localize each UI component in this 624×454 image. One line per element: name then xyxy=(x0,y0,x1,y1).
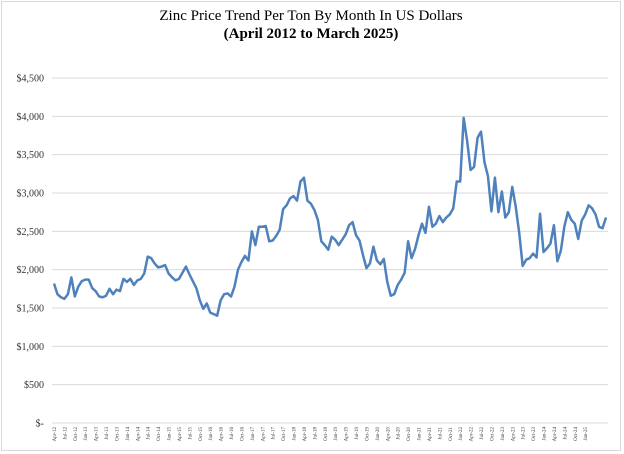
x-tick-label: Jan-16 xyxy=(209,427,214,441)
x-tick-label: Apr-17 xyxy=(261,427,266,442)
y-tick-label: $2,000 xyxy=(17,265,45,276)
y-tick-label: $1,500 xyxy=(17,304,45,315)
x-tick-label: Apr-22 xyxy=(470,427,475,442)
x-tick-label: Jan-23 xyxy=(501,427,506,441)
x-tick-label: Jul-20 xyxy=(397,427,402,440)
x-tick-label: Jul-24 xyxy=(563,427,568,440)
x-tick-label: Jan-19 xyxy=(334,427,339,441)
x-tick-label: Oct-22 xyxy=(490,427,495,441)
x-tick-label: Jan-15 xyxy=(168,427,173,441)
x-tick-label: Jul-13 xyxy=(105,427,110,440)
x-tick-label: Jul-16 xyxy=(230,427,235,440)
x-tick-label: Apr-23 xyxy=(511,427,516,442)
x-tick-label: Jan-21 xyxy=(418,427,423,441)
y-tick-label: $4,000 xyxy=(17,112,45,123)
x-tick-label: Oct-16 xyxy=(240,427,245,441)
x-tick-label: Oct-20 xyxy=(407,427,412,441)
y-tick-label: $500 xyxy=(24,380,44,391)
x-tick-label: Apr-19 xyxy=(345,427,350,442)
x-tick-label: Jul-12 xyxy=(63,427,68,440)
x-tick-label: Jul-18 xyxy=(313,427,318,440)
x-tick-label: Jul-19 xyxy=(355,427,360,440)
x-tick-label: Apr-18 xyxy=(303,427,308,442)
x-tick-label: Apr-13 xyxy=(95,427,100,442)
y-tick-label: $1,000 xyxy=(17,342,45,353)
y-tick-label: $4,500 xyxy=(17,74,45,85)
x-tick-label: Oct-19 xyxy=(365,427,370,441)
x-tick-label: Oct-21 xyxy=(449,427,454,441)
x-tick-label: Apr-14 xyxy=(136,427,141,442)
x-tick-label: Oct-24 xyxy=(574,427,579,441)
chart-subtitle: (April 2012 to March 2025) xyxy=(223,26,399,42)
x-tick-label: Oct-18 xyxy=(324,427,329,441)
y-tick-label: $- xyxy=(36,419,44,430)
x-tick-label: Oct-17 xyxy=(282,427,287,441)
y-tick-label: $2,500 xyxy=(17,227,45,238)
x-tick-label: Apr-15 xyxy=(178,427,183,442)
x-tick-label: Jul-23 xyxy=(522,427,527,440)
x-tick-label: Oct-15 xyxy=(199,427,204,441)
x-tick-label: Apr-16 xyxy=(220,427,225,442)
x-tick-label: Jul-15 xyxy=(188,427,193,440)
x-tick-label: Jul-22 xyxy=(480,427,485,440)
x-tick-label: Oct-13 xyxy=(115,427,120,441)
zinc-price-series-line xyxy=(52,116,608,317)
x-tick-label: Apr-24 xyxy=(553,427,558,442)
x-tick-label: Jul-17 xyxy=(272,427,277,440)
x-tick-label: Jan-25 xyxy=(584,427,589,441)
y-tick-label: $3,500 xyxy=(17,150,45,161)
x-tick-label: Jul-21 xyxy=(438,427,443,440)
x-tick-label: Jan-14 xyxy=(126,427,131,441)
x-tick-label: Oct-14 xyxy=(157,427,162,441)
x-tick-label: Apr-12 xyxy=(53,427,58,442)
x-tick-label: Oct-23 xyxy=(532,427,537,441)
x-tick-label: Jan-20 xyxy=(376,427,381,441)
x-tick-label: Apr-20 xyxy=(386,427,391,442)
x-tick-label: Jan-18 xyxy=(293,427,298,441)
y-tick-label: $3,000 xyxy=(17,189,45,200)
x-tick-label: Oct-12 xyxy=(74,427,79,441)
x-tick-label: Jan-13 xyxy=(84,427,89,441)
chart-title: Zinc Price Trend Per Ton By Month In US … xyxy=(159,8,463,24)
x-tick-label: Jan-24 xyxy=(543,427,548,441)
x-tick-label: Jan-17 xyxy=(251,427,256,441)
x-tick-label: Jan-22 xyxy=(459,427,464,441)
x-tick-label: Apr-21 xyxy=(428,427,433,442)
x-tick-label: Jul-14 xyxy=(147,427,152,440)
